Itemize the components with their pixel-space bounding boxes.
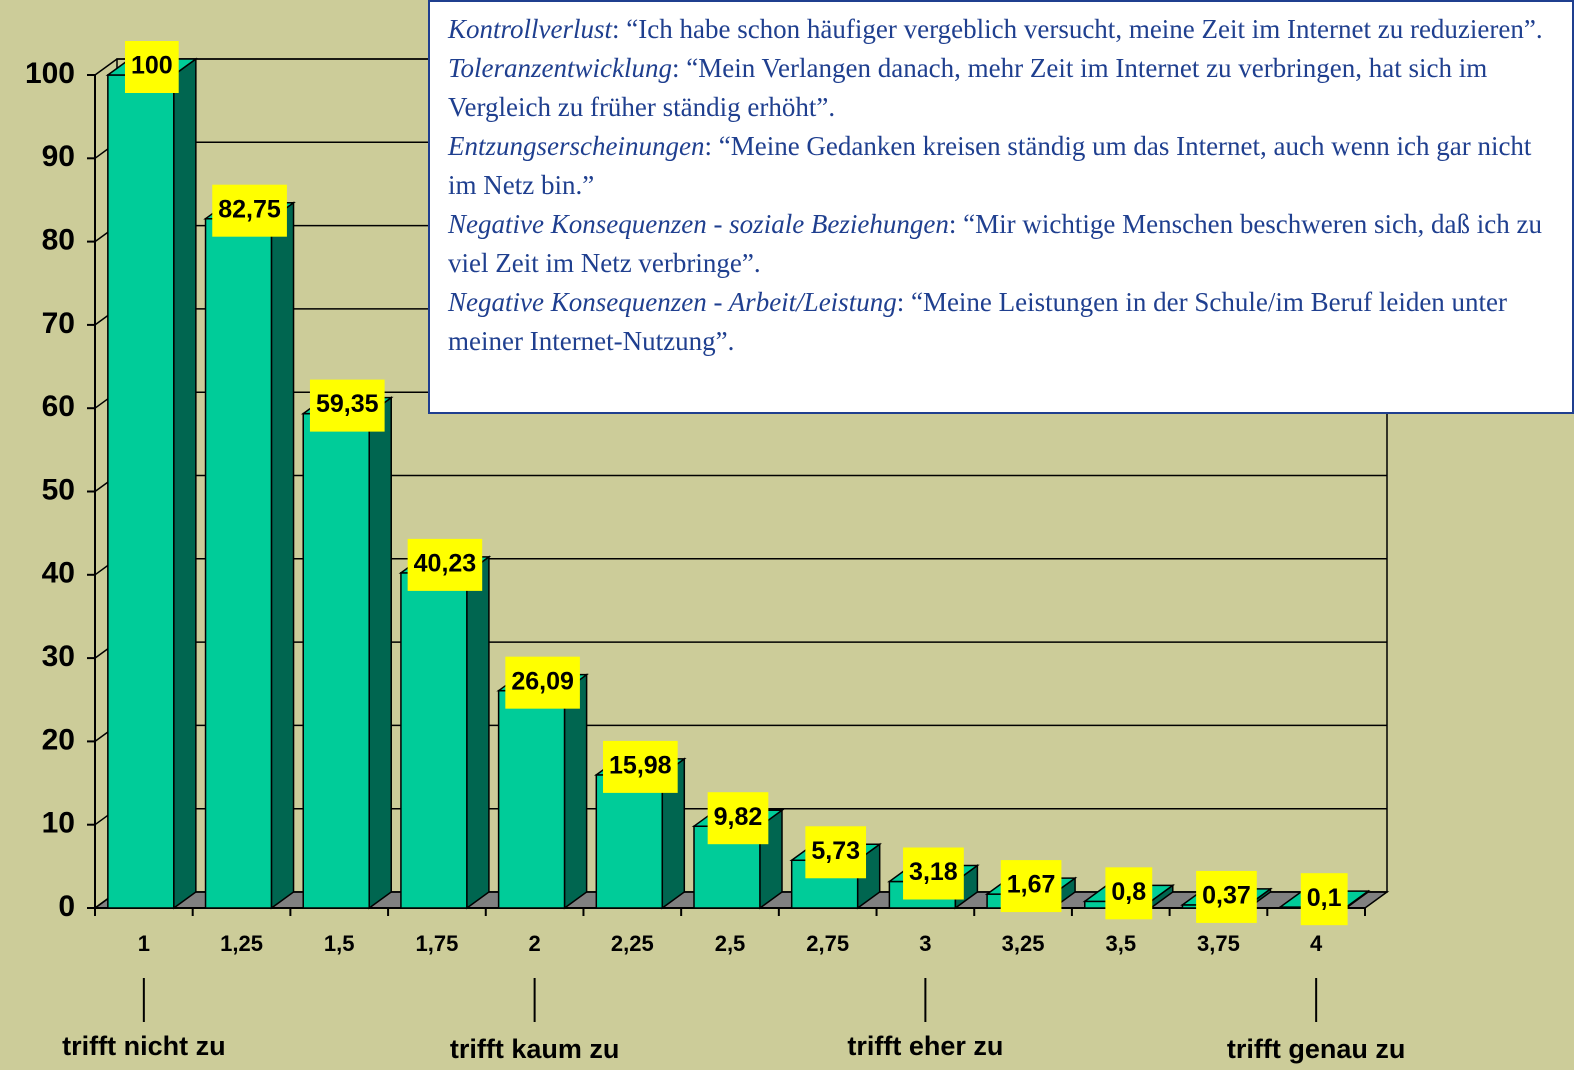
- x-tick-label: 3,5: [1105, 931, 1136, 956]
- value-label: 15,98: [603, 740, 678, 793]
- value-label-box: [407, 538, 483, 591]
- annotation-text: : “Mein Verlangen danach, mehr Zeit im I…: [448, 53, 1488, 122]
- bar-side: [368, 396, 392, 910]
- annotation-text: : “Ich habe schon häufiger vergeblich ve…: [612, 14, 1543, 44]
- bar: [107, 74, 175, 909]
- value-label-text: 59,35: [316, 390, 379, 418]
- value-label: 9,82: [707, 792, 769, 845]
- y-tick-label: 70: [42, 307, 75, 340]
- x-tick-label: 1,25: [220, 931, 263, 956]
- annotation: Kontrollverlust: “Ich habe schon häufige…: [448, 10, 1558, 49]
- annotation-term: Negative Konsequenzen - Arbeit/Leistung: [448, 287, 897, 317]
- value-label: 100: [124, 41, 179, 93]
- annotation-term: Negative Konsequenzen - soziale Beziehun…: [448, 209, 949, 239]
- x-tick-label: 1,5: [324, 931, 355, 956]
- bar: [204, 217, 273, 909]
- value-label-text: 100: [131, 52, 173, 80]
- value-label-box: [903, 847, 964, 900]
- annotation-text: : “Mir wichtige Menschen beschweren sich…: [448, 209, 1542, 278]
- x-tick-label: 3,75: [1197, 931, 1240, 956]
- scale-label: trifft nicht zu: [62, 1031, 225, 1061]
- y-tick-label: 20: [42, 723, 75, 756]
- value-label-text: 0,1: [1307, 884, 1342, 912]
- bar-side: [270, 201, 295, 910]
- x-tick-label: 2,25: [611, 931, 654, 956]
- value-label-box: [603, 740, 678, 793]
- value-label: 0,37: [1196, 870, 1257, 923]
- value-label: 5,73: [805, 826, 867, 879]
- bar: [595, 774, 664, 909]
- value-label: 59,35: [309, 379, 385, 432]
- value-label-box: [1000, 860, 1062, 913]
- x-tick-label: 2,75: [806, 931, 849, 956]
- annotation-term: Toleranzentwicklung: [448, 53, 673, 83]
- bar-side: [173, 57, 197, 910]
- value-label: 26,09: [505, 656, 580, 709]
- y-tick-label: 100: [25, 57, 75, 90]
- y-tick-label: 10: [42, 807, 75, 840]
- value-label-text: 82,75: [218, 195, 281, 223]
- annotation: Entzungserscheinungen: “Meine Gedanken k…: [448, 127, 1558, 205]
- x-tick-label: 2: [528, 931, 540, 956]
- bar: [497, 689, 566, 909]
- y-tick-label: 0: [58, 890, 75, 923]
- x-tick-label: 3: [919, 931, 931, 956]
- bar-side: [563, 673, 588, 910]
- value-label-text: 3,18: [909, 858, 958, 886]
- y-tick-label: 90: [42, 140, 75, 173]
- annotation: Negative Konsequenzen - soziale Beziehun…: [448, 205, 1558, 283]
- annotation: Toleranzentwicklung: “Mein Verlangen dan…: [448, 49, 1558, 127]
- y-tick-label: 60: [42, 390, 75, 423]
- value-label-box: [1105, 867, 1153, 920]
- value-label-text: 1,67: [1007, 871, 1056, 899]
- value-label: 1,67: [1000, 860, 1062, 913]
- scale-label: trifft eher zu: [847, 1031, 1003, 1061]
- annotation-term: Kontrollverlust: [448, 14, 613, 44]
- scale-label: trifft genau zu: [1227, 1034, 1405, 1064]
- x-tick-label: 2,5: [715, 931, 746, 956]
- value-label-box: [309, 379, 385, 432]
- value-label-box: [124, 41, 179, 93]
- annotation-box: Kontrollverlust: “Ich habe schon häufige…: [428, 0, 1574, 414]
- y-tick-label: 50: [42, 473, 75, 506]
- value-label: 0,1: [1300, 873, 1348, 926]
- value-label: 40,23: [407, 538, 483, 591]
- value-label-text: 15,98: [609, 751, 672, 779]
- annotation: Negative Konsequenzen - Arbeit/Leistung:…: [448, 283, 1558, 361]
- value-label-text: 26,09: [511, 667, 574, 695]
- value-label-box: [1300, 873, 1348, 926]
- annotation-text: : “Meine Gedanken kreisen ständig um das…: [448, 131, 1532, 200]
- bar: [400, 572, 468, 909]
- bar-side: [466, 555, 490, 910]
- value-label-text: 0,37: [1202, 882, 1251, 910]
- value-label-box: [212, 184, 287, 237]
- value-label-box: [505, 656, 580, 709]
- value-label-text: 9,82: [714, 803, 763, 831]
- y-tick-label: 40: [42, 557, 75, 590]
- value-label-text: 40,23: [414, 549, 477, 577]
- x-tick-label: 1: [138, 931, 150, 956]
- value-label: 0,8: [1105, 867, 1153, 920]
- x-tick-label: 1,75: [416, 931, 459, 956]
- value-label-box: [707, 792, 769, 845]
- value-label-box: [805, 826, 867, 879]
- x-tick-label: 4: [1310, 931, 1323, 956]
- value-label: 82,75: [212, 184, 287, 237]
- value-label-text: 0,8: [1111, 878, 1146, 906]
- annotation-term: Entzungserscheinungen: [448, 131, 705, 161]
- value-label: 3,18: [903, 847, 964, 900]
- bar: [302, 412, 370, 909]
- value-label-box: [1196, 870, 1257, 923]
- x-tick-label: 3,25: [1002, 931, 1045, 956]
- y-tick-label: 80: [42, 224, 75, 257]
- scale-label: trifft kaum zu: [450, 1034, 620, 1064]
- y-tick-label: 30: [42, 640, 75, 673]
- value-label-text: 5,73: [811, 837, 860, 865]
- annotation-text: : “Meine Leistungen in der Schule/im Ber…: [448, 287, 1508, 356]
